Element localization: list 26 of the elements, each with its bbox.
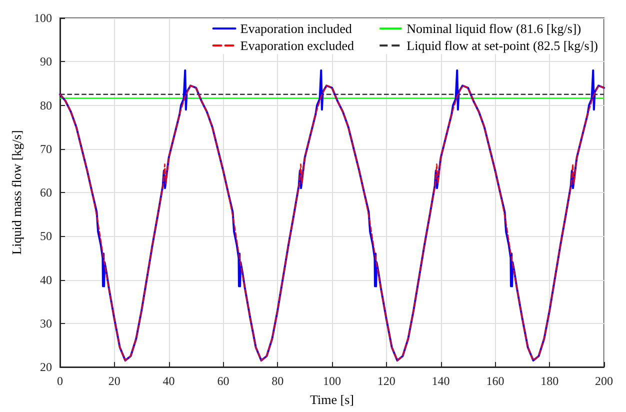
legend-label: Evaporation excluded (240, 38, 354, 53)
x-tick-label: 100 (323, 374, 341, 388)
y-tick-label: 90 (40, 54, 52, 69)
x-tick-label: 120 (377, 374, 396, 388)
x-tick-label: 40 (162, 374, 175, 388)
y-tick-label: 70 (40, 142, 52, 156)
legend-label: Nominal liquid flow (81.6 [kg/s]) (406, 21, 582, 36)
y-axis-title: Liquid mass flow [kg/s] (9, 130, 24, 255)
y-tick-label: 100 (34, 11, 52, 25)
x-tick-label: 180 (540, 374, 559, 388)
legend-label: Evaporation included (240, 21, 352, 36)
y-tick-label: 60 (40, 186, 52, 200)
y-tick-label: 30 (40, 316, 52, 330)
y-tick-label: 80 (40, 98, 52, 112)
x-tick-label: 200 (595, 374, 613, 388)
y-tick-label: 40 (40, 272, 52, 287)
x-tick-label: 80 (272, 374, 284, 388)
x-tick-label: 60 (217, 374, 230, 388)
x-axis-title: Time [s] (310, 392, 354, 407)
x-tick-label: 160 (486, 374, 504, 388)
x-tick-label: 140 (432, 374, 450, 388)
x-tick-label: 20 (108, 374, 120, 388)
legend-label: Liquid flow at set-point (82.5 [kg/s]) (406, 38, 598, 53)
y-tick-label: 20 (40, 360, 52, 374)
x-tick-label: 0 (57, 374, 63, 388)
y-tick-label: 50 (40, 229, 52, 244)
